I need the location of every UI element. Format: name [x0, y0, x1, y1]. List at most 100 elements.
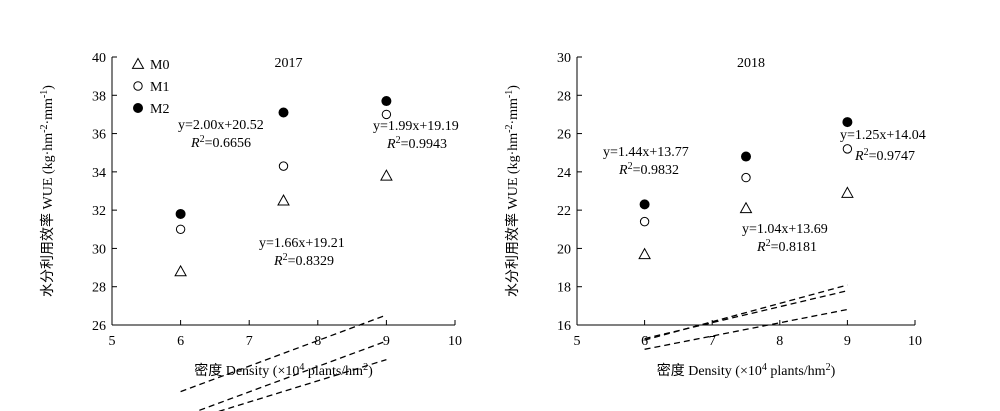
y-tick-label: 28: [557, 89, 571, 104]
x-axis-title: 密度 Density (×104 plants/hm2): [657, 362, 836, 380]
y-axis-title-mid: ·mm: [41, 98, 56, 125]
r2-exponent: 2: [200, 134, 205, 145]
r2-value: =0.9747: [869, 149, 915, 164]
x-axis-title-end: ): [831, 364, 836, 379]
x-axis-title: 密度 Density (×104 plants/hm2): [194, 362, 373, 380]
y-tick-label: 32: [92, 204, 106, 219]
y-axis-title-mid: ·mm: [506, 98, 521, 125]
trend-line-M2: [644, 284, 848, 341]
equation-label-M1: y=1.99x+19.19: [373, 119, 459, 134]
x-axis-title-main: 密度 Density (×10: [194, 362, 299, 379]
chart-title: 2017: [275, 56, 303, 71]
y-axis-title-sup2: -1: [39, 90, 50, 98]
x-axis-title-tail: plants/hm: [304, 364, 363, 379]
r2-label-M2: R2=0.6656: [190, 134, 251, 152]
x-tick-label: 7: [246, 334, 253, 349]
y-axis-title-end: ): [506, 85, 521, 90]
equation-label-M2: y=1.44x+13.77: [603, 145, 689, 160]
data-point-triangle: [739, 201, 753, 214]
y-axis-title: 水分利用效率 WUE (kg·hm-2·mm-1): [504, 85, 522, 297]
x-tick-label: 6: [641, 334, 648, 349]
x-tick-label: 9: [844, 334, 851, 349]
x-axis-title-sup: 4: [299, 362, 304, 373]
data-point-circle-filled: [278, 107, 289, 118]
x-axis-title-main: 密度 Density (×10: [657, 362, 762, 379]
x-tick-label: 7: [709, 334, 716, 349]
y-tick-label: 30: [557, 51, 571, 66]
y-tick-label: 38: [92, 89, 106, 104]
y-axis-title-sup2: -1: [504, 90, 515, 98]
y-tick-label: 40: [92, 51, 106, 66]
trend-line-M0: [644, 308, 848, 350]
equation-label-M2: y=2.00x+20.52: [178, 118, 264, 133]
y-axis-title-main: 水分利用效率 WUE (kg·hm: [504, 133, 521, 297]
data-point-triangle: [174, 264, 187, 277]
r2-value: =0.9943: [401, 137, 447, 152]
equation-label-M0: y=1.04x+13.69: [742, 222, 828, 237]
r2-exponent: 2: [396, 135, 401, 146]
r2-value: =0.8181: [771, 240, 817, 255]
x-tick-label: 10: [908, 334, 922, 349]
data-point-triangle: [638, 247, 651, 260]
x-tick-label: 9: [383, 334, 390, 349]
data-point-triangle: [841, 186, 854, 198]
r2-label-M0: R2=0.8329: [273, 252, 334, 270]
x-axis-title-sup2: 2: [363, 362, 368, 373]
y-tick-label: 22: [557, 204, 571, 219]
x-axis-title-end: ): [368, 364, 373, 379]
data-point-circle-open: [175, 224, 186, 234]
series-M1: y=1.25x+14.04 R 2=0.9747: [639, 128, 926, 340]
equation-label-M1: y=1.25x+14.04: [840, 128, 926, 143]
r2-exponent: 2: [864, 147, 869, 158]
data-point-circle-filled: [175, 208, 186, 219]
data-point-circle-filled: [639, 199, 650, 210]
r2-symbol: R: [386, 137, 396, 152]
chart-panel-2017: 5 6 7 8 9 10 26 28 30 32 34 36 38 40 2017 密度 Density (×…: [39, 51, 462, 411]
r2-value: =0.8329: [288, 254, 334, 269]
y-tick-label: 26: [92, 319, 106, 334]
r2-label-M2: R2=0.9832: [618, 161, 679, 179]
y-tick-label: 36: [92, 128, 106, 143]
r2-symbol: R: [756, 240, 766, 255]
r2-label-M0: R2=0.8181: [756, 238, 817, 256]
x-axis-title-tail: plants/hm: [767, 364, 826, 379]
y-tick-label: 18: [557, 281, 571, 296]
data-point-circle-open: [842, 144, 853, 154]
x-tick-label: 5: [109, 334, 116, 349]
y-tick-label: 16: [557, 319, 571, 334]
data-point-triangle: [131, 57, 145, 69]
y-tick-label: 20: [557, 242, 571, 257]
equation-label-M0: y=1.66x+19.21: [259, 236, 345, 251]
trend-line-M1: [195, 340, 387, 411]
data-point-circle-open: [741, 172, 751, 183]
r2-symbol: R: [273, 254, 283, 269]
x-axis-title-sup2: 2: [826, 362, 831, 373]
r2-value: =0.9832: [633, 163, 679, 178]
x-tick-label: 8: [776, 334, 783, 349]
r2-label-M1: R2=0.9943: [386, 135, 447, 153]
y-tick-label: 30: [92, 242, 106, 257]
data-point-triangle: [380, 169, 393, 181]
x-axis-title-sup: 4: [762, 362, 767, 373]
data-point-triangle: [277, 194, 290, 206]
y-axis-title-main: 水分利用效率 WUE (kg·hm: [39, 133, 56, 297]
data-point-circle-open: [278, 161, 289, 171]
r2-exponent: 2: [628, 161, 633, 172]
x-tick-label: 6: [177, 334, 184, 349]
y-axis-title: 水分利用效率 WUE (kg·hm-2·mm-1): [39, 85, 57, 297]
legend-label-M2: M2: [150, 102, 169, 117]
r2-exponent: 2: [283, 252, 288, 263]
r2-symbol: R: [618, 163, 628, 178]
y-tick-label: 26: [557, 128, 571, 143]
data-point-circle-filled: [133, 103, 143, 113]
data-point-circle-open: [133, 81, 143, 91]
x-tick-label: 10: [448, 334, 462, 349]
y-axis-title-sup1: -2: [39, 125, 50, 133]
